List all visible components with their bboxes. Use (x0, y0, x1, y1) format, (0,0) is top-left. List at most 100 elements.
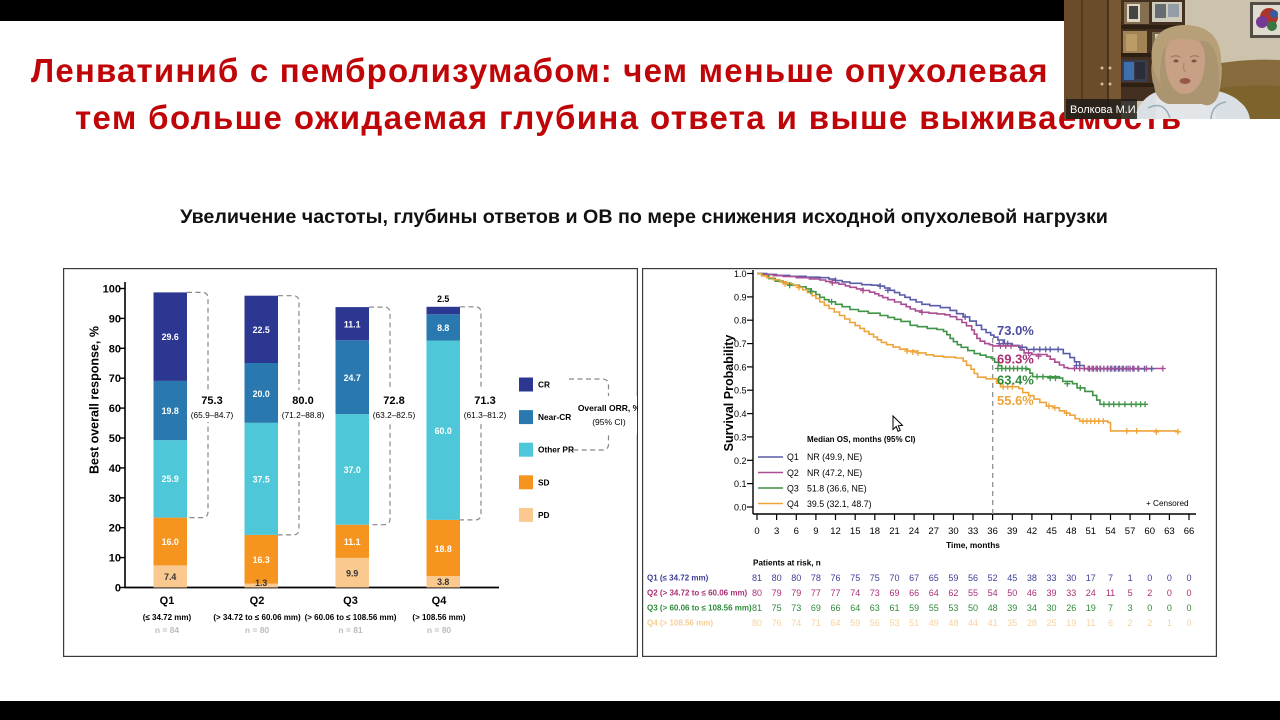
svg-text:45: 45 (1007, 573, 1017, 583)
svg-text:n = 80: n = 80 (245, 625, 270, 635)
svg-text:Q3: Q3 (787, 484, 799, 494)
svg-text:Q4: Q4 (432, 595, 448, 607)
svg-text:26: 26 (1066, 603, 1076, 613)
svg-text:74: 74 (791, 618, 801, 628)
svg-text:59: 59 (850, 618, 860, 628)
svg-text:37.0: 37.0 (344, 465, 361, 475)
svg-text:0: 0 (1186, 588, 1191, 598)
svg-text:0.1: 0.1 (734, 479, 747, 489)
svg-text:65: 65 (929, 573, 939, 583)
svg-text:Q2: Q2 (250, 595, 265, 607)
svg-text:48: 48 (1066, 526, 1077, 537)
svg-text:30: 30 (1066, 573, 1076, 583)
svg-text:33: 33 (1066, 588, 1076, 598)
svg-text:44: 44 (968, 618, 978, 628)
svg-text:27: 27 (928, 526, 939, 537)
svg-text:75.3: 75.3 (201, 395, 222, 407)
svg-text:77: 77 (811, 588, 821, 598)
svg-text:61: 61 (889, 603, 899, 613)
svg-text:11: 11 (1086, 618, 1095, 628)
svg-text:11: 11 (1106, 588, 1115, 598)
svg-text:(63.2–82.5): (63.2–82.5) (373, 410, 416, 420)
svg-text:30: 30 (1046, 603, 1056, 613)
svg-text:50: 50 (1007, 588, 1017, 598)
svg-text:48: 48 (948, 618, 958, 628)
svg-text:Other PR: Other PR (538, 445, 574, 455)
svg-text:0: 0 (754, 526, 759, 537)
svg-text:73: 73 (870, 588, 880, 598)
svg-text:45: 45 (1046, 526, 1057, 537)
svg-text:39: 39 (1007, 526, 1018, 537)
svg-text:76: 76 (830, 573, 840, 583)
svg-text:78: 78 (811, 573, 821, 583)
svg-text:PD: PD (538, 510, 550, 520)
svg-text:64: 64 (850, 603, 860, 613)
svg-text:0: 0 (1186, 573, 1191, 583)
svg-text:(≤ 34.72 mm): (≤ 34.72 mm) (143, 613, 192, 622)
svg-text:37.5: 37.5 (253, 475, 270, 485)
svg-text:19: 19 (1086, 603, 1096, 613)
svg-text:75: 75 (870, 573, 880, 583)
svg-text:50: 50 (968, 603, 978, 613)
svg-text:38: 38 (1027, 573, 1037, 583)
svg-text:0: 0 (115, 583, 121, 595)
svg-text:41: 41 (988, 618, 998, 628)
svg-text:59: 59 (909, 603, 919, 613)
svg-text:54: 54 (1105, 526, 1116, 537)
svg-text:63: 63 (1164, 526, 1175, 537)
svg-text:24: 24 (909, 526, 920, 537)
svg-text:64: 64 (929, 588, 939, 598)
svg-text:7.4: 7.4 (164, 572, 176, 582)
svg-text:1: 1 (1167, 618, 1172, 628)
svg-text:81: 81 (752, 573, 762, 583)
svg-text:51.8 (36.6, NE): 51.8 (36.6, NE) (807, 484, 867, 494)
svg-text:11.1: 11.1 (344, 320, 361, 330)
svg-text:55: 55 (929, 603, 939, 613)
svg-text:Q1 (≤ 34.72 mm): Q1 (≤ 34.72 mm) (647, 574, 709, 583)
svg-text:55.6%: 55.6% (997, 393, 1034, 408)
svg-text:69: 69 (811, 603, 821, 613)
svg-text:Q2 (> 34.72 to ≤ 60.06 mm): Q2 (> 34.72 to ≤ 60.06 mm) (647, 589, 748, 598)
svg-text:53: 53 (948, 603, 958, 613)
svg-text:71: 71 (811, 618, 821, 628)
svg-text:25: 25 (1046, 618, 1056, 628)
svg-text:100: 100 (103, 284, 121, 296)
svg-text:63: 63 (870, 603, 880, 613)
svg-text:+ Censored: + Censored (1146, 499, 1189, 508)
svg-text:72.8: 72.8 (383, 395, 404, 407)
svg-text:0.9: 0.9 (734, 292, 747, 302)
svg-text:19: 19 (1066, 618, 1076, 628)
svg-text:0: 0 (1167, 588, 1172, 598)
svg-text:51: 51 (909, 618, 919, 628)
svg-text:(> 34.72 to ≤ 60.06 mm): (> 34.72 to ≤ 60.06 mm) (213, 613, 301, 622)
svg-text:8.8: 8.8 (437, 323, 449, 333)
svg-text:0.2: 0.2 (734, 456, 747, 466)
svg-text:2: 2 (1128, 618, 1133, 628)
svg-text:42: 42 (1027, 526, 1038, 537)
svg-text:90: 90 (109, 313, 121, 325)
svg-text:10: 10 (109, 553, 121, 565)
svg-text:0: 0 (1147, 573, 1152, 583)
svg-text:69: 69 (889, 588, 899, 598)
svg-text:66: 66 (909, 588, 919, 598)
svg-text:36: 36 (987, 526, 998, 537)
svg-text:79: 79 (791, 588, 801, 598)
svg-text:59: 59 (948, 573, 958, 583)
svg-text:7: 7 (1108, 573, 1113, 583)
svg-text:63.4%: 63.4% (997, 373, 1034, 388)
svg-text:Q4: Q4 (787, 499, 799, 509)
svg-text:70: 70 (889, 573, 899, 583)
svg-text:1.0: 1.0 (734, 269, 747, 279)
svg-text:3: 3 (774, 526, 779, 537)
svg-text:39.5 (32.1, 48.7): 39.5 (32.1, 48.7) (807, 499, 872, 509)
svg-text:20: 20 (109, 523, 121, 535)
svg-text:60: 60 (109, 403, 121, 415)
svg-text:NR (47.2, NE): NR (47.2, NE) (807, 468, 862, 478)
svg-text:80.0: 80.0 (292, 395, 313, 407)
svg-text:Q2: Q2 (787, 468, 799, 478)
svg-text:6: 6 (1108, 618, 1113, 628)
svg-text:0: 0 (1186, 603, 1191, 613)
svg-text:76: 76 (772, 618, 782, 628)
svg-text:50: 50 (109, 433, 121, 445)
svg-text:24: 24 (1086, 588, 1096, 598)
